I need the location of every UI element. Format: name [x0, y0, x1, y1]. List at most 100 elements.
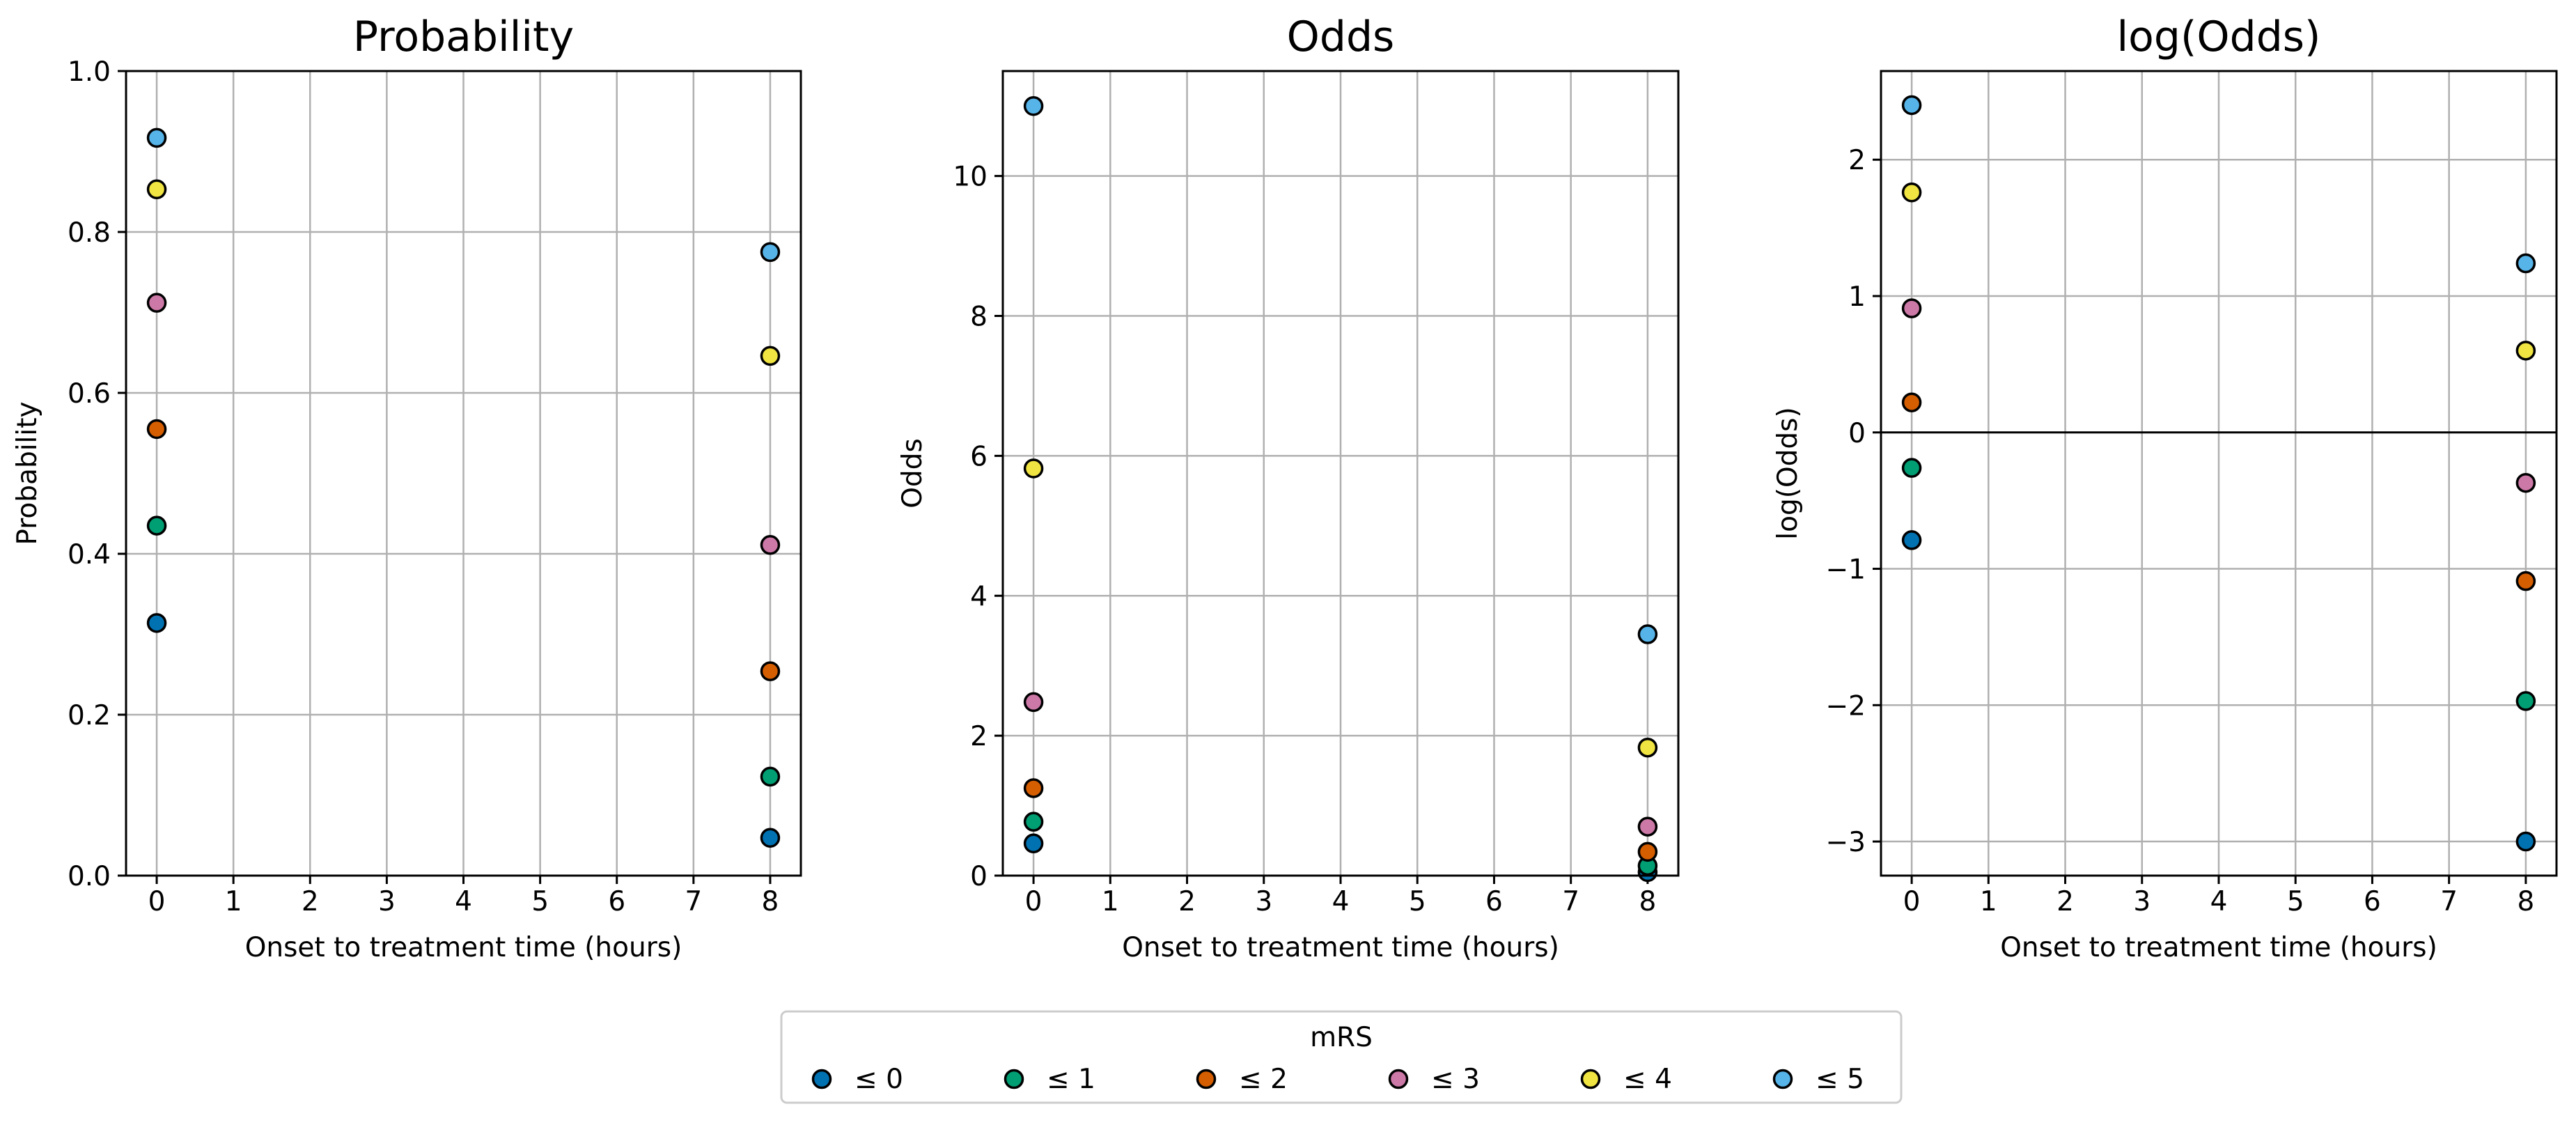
- x-tick-label: 1: [1980, 886, 1997, 917]
- chart-panel-3: 0 1 2 3 4 5 6 7 8 −3 −2 −1 0 1 2 log(Odds) Onset to trea…: [1772, 13, 2558, 963]
- data-point-series-5: [1637, 624, 1658, 644]
- data-point-series-3: [146, 293, 167, 313]
- y-tick-label: 1.0: [68, 56, 111, 88]
- x-axis-label: Onset to treatment time (hours): [1122, 932, 1559, 963]
- y-tick-label: 0: [1848, 418, 1866, 449]
- y-tick-label: 0.6: [68, 378, 111, 410]
- data-point-series-4: [146, 179, 167, 200]
- data-point-series-2: [1023, 778, 1044, 798]
- y-tick-label: 0.0: [68, 861, 111, 892]
- data-point-series-0: [146, 613, 167, 633]
- y-tick-label: 2: [1848, 145, 1866, 176]
- data-point-series-1: [760, 766, 781, 787]
- y-axis-label: Odds: [897, 438, 928, 509]
- y-tick-label: 2: [970, 721, 988, 752]
- data-point-series-3: [760, 535, 781, 555]
- data-point-series-4: [1637, 737, 1658, 758]
- data-point-series-2: [1637, 841, 1658, 862]
- chart-panel-2: 0 1 2 3 4 5 6 7 8 0 2 4 6 8 10 Odds Onset to treatment t…: [897, 13, 1680, 963]
- y-axis-label: Probability: [12, 401, 43, 545]
- chart-title: log(Odds): [2117, 13, 2321, 61]
- data-point-series-0: [1901, 530, 1922, 550]
- x-axis-label: Onset to treatment time (hours): [2000, 932, 2437, 963]
- plot-frame: [125, 70, 802, 877]
- data-point-series-2: [146, 419, 167, 440]
- data-point-series-5: [1901, 95, 1922, 116]
- x-tick-label: 0: [1903, 886, 1921, 917]
- data-point-series-0: [1023, 833, 1044, 854]
- data-point-series-1: [1901, 458, 1922, 478]
- legend-label: ≤ 0: [854, 1064, 903, 1095]
- legend-marker-0: [811, 1069, 832, 1089]
- legend-marker-1: [1004, 1069, 1024, 1089]
- legend-box: [780, 1010, 1903, 1104]
- legend-label: ≤ 2: [1239, 1064, 1288, 1095]
- x-tick-label: 7: [1562, 886, 1579, 917]
- plot-frame: [1001, 70, 1680, 877]
- x-tick-label: 2: [1178, 886, 1196, 917]
- data-point-series-2: [2515, 571, 2536, 591]
- data-point-series-3: [2515, 472, 2536, 493]
- x-tick-label: 0: [1025, 886, 1043, 917]
- x-tick-label: 8: [762, 886, 779, 917]
- x-tick-label: 5: [531, 886, 549, 917]
- y-tick-label: −3: [1826, 827, 1866, 858]
- x-tick-label: 7: [685, 886, 702, 917]
- data-point-series-3: [1637, 816, 1658, 837]
- x-tick-label: 2: [2056, 886, 2074, 917]
- x-tick-label: 4: [455, 886, 472, 917]
- data-point-series-2: [760, 661, 781, 681]
- x-tick-label: 8: [1639, 886, 1656, 917]
- data-point-series-3: [1023, 692, 1044, 713]
- y-tick-label: 0.8: [68, 217, 111, 249]
- x-axis-label: Onset to treatment time (hours): [245, 932, 682, 963]
- data-point-series-4: [1023, 458, 1044, 479]
- x-tick-label: 4: [1332, 886, 1350, 917]
- chart-title: Odds: [1287, 13, 1395, 61]
- legend-label: ≤ 4: [1623, 1064, 1672, 1095]
- y-tick-label: 0.4: [68, 539, 111, 571]
- legend-label: ≤ 3: [1431, 1064, 1480, 1095]
- data-point-series-5: [1023, 95, 1044, 116]
- y-axis-label: log(Odds): [1772, 407, 1804, 539]
- legend-marker-4: [1580, 1069, 1601, 1089]
- data-point-series-4: [1901, 182, 1922, 203]
- x-tick-label: 3: [2133, 886, 2150, 917]
- y-tick-label: −1: [1826, 554, 1866, 586]
- y-tick-label: 6: [970, 441, 988, 472]
- x-tick-label: 1: [1102, 886, 1119, 917]
- legend-marker-5: [1772, 1069, 1793, 1089]
- x-tick-label: 5: [2287, 886, 2304, 917]
- y-tick-label: 8: [970, 302, 988, 333]
- data-point-series-5: [760, 242, 781, 263]
- legend-label: ≤ 5: [1816, 1064, 1864, 1095]
- chart-panel-1: 0 1 2 3 4 5 6 7 8 0.0 0.2 0.4 0.6 0.8 1.0 Probability On…: [12, 13, 802, 963]
- chart-title: Probability: [353, 13, 574, 61]
- y-tick-label: −2: [1826, 690, 1866, 722]
- x-tick-label: 6: [1485, 886, 1503, 917]
- legend: mRS ≤ 0 ≤ 1 ≤ 2 ≤ 3 ≤ 4 ≤ 5: [780, 1010, 1903, 1104]
- data-point-series-5: [2515, 253, 2536, 274]
- y-tick-label: 10: [953, 162, 988, 193]
- x-tick-label: 3: [1255, 886, 1272, 917]
- y-tick-label: 4: [970, 581, 988, 612]
- data-point-series-3: [1901, 298, 1922, 318]
- data-point-series-0: [760, 828, 781, 848]
- data-point-series-5: [146, 127, 167, 148]
- y-tick-label: 0.2: [68, 700, 111, 731]
- x-tick-label: 6: [2364, 886, 2381, 917]
- plot-frame: [1880, 70, 2558, 877]
- y-tick-label: 0: [970, 861, 988, 892]
- data-point-series-4: [2515, 341, 2536, 361]
- data-point-series-1: [2515, 691, 2536, 711]
- data-point-series-1: [146, 515, 167, 536]
- x-tick-label: 5: [1409, 886, 1426, 917]
- x-tick-label: 3: [378, 886, 396, 917]
- legend-marker-3: [1388, 1069, 1409, 1089]
- legend-label: ≤ 1: [1047, 1064, 1095, 1095]
- data-point-series-4: [760, 346, 781, 366]
- x-tick-label: 8: [2517, 886, 2534, 917]
- data-point-series-0: [2515, 831, 2536, 852]
- data-point-series-1: [1023, 812, 1044, 832]
